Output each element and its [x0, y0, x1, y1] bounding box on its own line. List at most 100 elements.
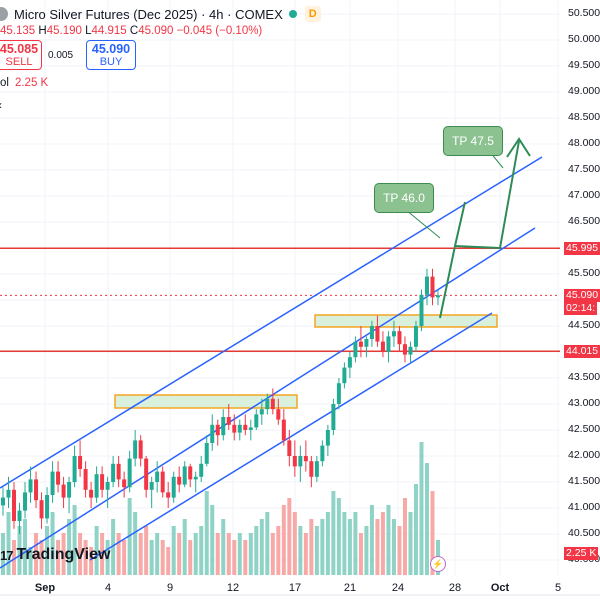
volume-bar — [138, 533, 143, 575]
close-label: C — [129, 25, 139, 37]
candle-body — [105, 482, 110, 490]
volume-bar — [232, 540, 237, 575]
candle-body — [6, 489, 11, 498]
volume-bar — [204, 491, 209, 575]
candle-body — [221, 417, 226, 436]
volume-bar — [116, 533, 121, 575]
volume-bar — [254, 526, 259, 575]
candle-body — [342, 367, 347, 384]
delay-badge[interactable]: D — [304, 6, 321, 22]
volume-bar — [325, 512, 330, 575]
candle-body — [265, 398, 270, 410]
volume-bar — [177, 533, 182, 575]
candle-body — [100, 474, 105, 490]
buy-label: BUY — [99, 56, 123, 68]
time-tick-label: 12 — [226, 582, 240, 594]
volume-bar — [12, 540, 17, 575]
price-tick-label: 44.500 — [568, 319, 600, 331]
volume-bar — [259, 519, 264, 575]
candle-body — [23, 492, 28, 511]
volume-bar — [276, 526, 281, 575]
candle-body — [314, 461, 319, 477]
volume-bar — [408, 512, 413, 575]
volume-legend[interactable]: ol 2.25 K — [0, 77, 48, 89]
volume-bar — [391, 519, 396, 575]
candle-body — [336, 383, 341, 404]
price-tick-label: 45.500 — [568, 267, 600, 279]
volume-bar — [149, 540, 154, 575]
volume-bar — [122, 540, 127, 575]
candle-body — [39, 500, 44, 519]
buy-button[interactable]: 45.090 BUY — [86, 40, 136, 70]
candle-body — [254, 414, 259, 428]
candle-body — [133, 440, 138, 459]
candle-body — [199, 463, 204, 477]
lightning-icon[interactable]: ⚡ — [430, 556, 446, 572]
price-tag: 45.090 — [564, 289, 600, 303]
candle-body — [149, 482, 154, 490]
price-tick-label: 43.000 — [568, 397, 600, 409]
volume-bar — [199, 526, 204, 575]
price-tick-label: 42.500 — [568, 423, 600, 435]
volume-bar — [419, 442, 424, 575]
horizontal-levels — [0, 247, 560, 352]
candle-body — [28, 479, 33, 493]
volume-bar — [369, 505, 374, 575]
channel-upper — [0, 156, 543, 489]
volume-bar — [45, 526, 50, 575]
candle-body — [353, 341, 358, 358]
volume-bar — [353, 512, 358, 575]
candle-body — [391, 331, 396, 337]
price-tick-label: 42.000 — [568, 449, 600, 461]
candle-body — [138, 440, 143, 459]
tradingview-mark: 17 — [0, 547, 14, 563]
volume-bar — [215, 533, 220, 575]
candle-body — [226, 417, 231, 425]
sell-button[interactable]: 45.085 SELL — [0, 40, 42, 70]
candle-body — [204, 443, 209, 464]
price-tick-label: 47.000 — [568, 189, 600, 201]
channel-lower — [89, 312, 493, 561]
candle-body — [292, 456, 297, 467]
price-tick-label: 43.500 — [568, 371, 600, 383]
volume-bar — [342, 512, 347, 575]
volume-bar — [226, 533, 231, 575]
time-tick-label: 9 — [166, 582, 174, 594]
candle-body — [83, 469, 88, 490]
volume-bar — [402, 498, 407, 575]
volume-bar — [281, 505, 286, 575]
price-tick-label: 48.500 — [568, 111, 600, 123]
candle-body — [56, 471, 61, 485]
volume-bar — [105, 540, 110, 575]
volume-bar — [270, 533, 275, 575]
spread-value: 0.005 — [48, 50, 74, 61]
candle-body — [34, 479, 39, 501]
candle-body — [347, 357, 352, 368]
candle-body — [171, 476, 176, 498]
candle-body — [358, 341, 363, 347]
ohlc-readout: 45.135 H45.190 L44.915 C45.090 −0.045 (−… — [0, 25, 262, 37]
candle-body — [419, 294, 424, 326]
chart-grid — [0, 0, 560, 575]
volume-bar — [364, 526, 369, 575]
tradingview-logo[interactable]: 17 TradingView — [0, 546, 110, 564]
candle-body — [50, 471, 55, 495]
volume-bar — [100, 533, 105, 575]
volume-bar — [193, 533, 198, 575]
volume-bar — [17, 526, 22, 575]
candle-body — [188, 466, 193, 480]
candle-body — [281, 419, 286, 441]
collapse-chevron-icon[interactable]: ‹ — [0, 98, 2, 112]
high-value: 45.190 — [46, 25, 82, 37]
price-tag: 02:14: — [564, 302, 598, 316]
volume-bar — [6, 512, 11, 575]
candle-body — [111, 463, 116, 482]
tradingview-wordmark: TradingView — [16, 546, 111, 563]
candle-body — [78, 456, 83, 469]
projection-path — [439, 140, 520, 319]
volume-bar — [430, 491, 435, 575]
symbol-title[interactable]: Micro Silver Futures (Dec 2025) · 4h · C… — [14, 6, 283, 22]
volume-bar — [155, 533, 160, 575]
candle-body — [413, 326, 418, 347]
